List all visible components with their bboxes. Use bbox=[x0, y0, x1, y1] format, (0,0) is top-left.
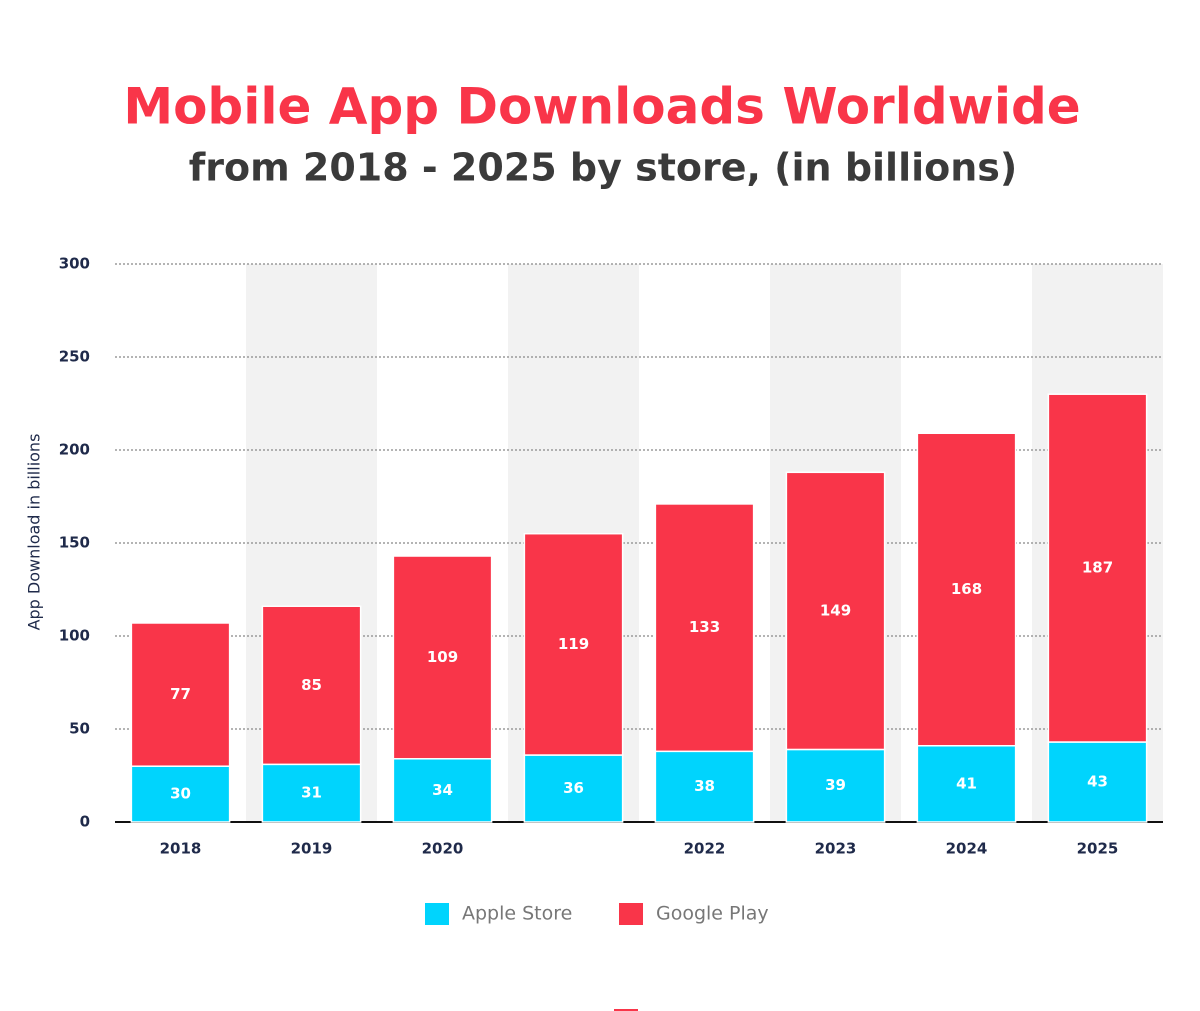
y-tick-label: 300 bbox=[59, 255, 90, 273]
value-label: 39 bbox=[825, 776, 846, 794]
value-label: 38 bbox=[694, 777, 715, 795]
bar-segment bbox=[785, 748, 886, 823]
legend-label: Apple Store bbox=[462, 903, 572, 925]
bar-segment bbox=[392, 758, 493, 823]
value-label: 149 bbox=[820, 601, 851, 619]
bar-segment bbox=[916, 432, 1017, 747]
y-tick-label: 0 bbox=[80, 813, 90, 831]
value-label: 187 bbox=[1082, 559, 1113, 577]
value-label: 133 bbox=[689, 618, 720, 636]
value-label: 43 bbox=[1087, 773, 1108, 791]
bar-segment bbox=[1047, 393, 1148, 743]
chart-title: Mobile App Downloads Worldwide bbox=[123, 78, 1080, 136]
bar-segment bbox=[523, 532, 624, 756]
legend-swatch bbox=[619, 903, 643, 925]
x-tick-label: 2025 bbox=[1077, 840, 1119, 858]
bar-segment bbox=[785, 471, 886, 751]
legend-label: Google Play bbox=[656, 903, 769, 925]
bar-segment bbox=[654, 503, 755, 753]
bar-segment bbox=[523, 754, 624, 823]
x-tick-label: 2018 bbox=[160, 840, 202, 858]
x-tick-label: 2023 bbox=[815, 840, 857, 858]
value-label: 85 bbox=[301, 676, 322, 694]
bar-segment bbox=[654, 750, 755, 823]
value-label: 77 bbox=[170, 685, 191, 703]
chart-subtitle: from 2018 - 2025 by store, (in billions) bbox=[189, 146, 1018, 190]
bar-segment bbox=[130, 622, 231, 767]
y-tick-label: 200 bbox=[59, 441, 90, 459]
value-label: 36 bbox=[563, 779, 584, 797]
value-label: 31 bbox=[301, 784, 322, 802]
value-label: 30 bbox=[170, 785, 191, 803]
value-label: 119 bbox=[558, 635, 589, 653]
y-tick-label: 50 bbox=[69, 720, 90, 738]
bar-segment bbox=[261, 605, 362, 766]
value-label: 41 bbox=[956, 774, 977, 792]
y-tick-label: 250 bbox=[59, 348, 90, 366]
x-tick-label: 2022 bbox=[684, 840, 726, 858]
legend-swatch bbox=[425, 903, 449, 925]
y-axis-label: App Download in billions bbox=[25, 434, 44, 631]
y-tick-label: 100 bbox=[59, 627, 90, 645]
x-tick-label: 2024 bbox=[946, 840, 988, 858]
bar-segment bbox=[392, 555, 493, 760]
x-tick-label: 2019 bbox=[291, 840, 333, 858]
value-label: 34 bbox=[432, 781, 453, 799]
bar-segment bbox=[1047, 741, 1148, 823]
x-tick-label: 2020 bbox=[422, 840, 464, 858]
y-tick-label: 150 bbox=[59, 534, 90, 552]
value-label: 109 bbox=[427, 648, 458, 666]
bar-segment bbox=[916, 744, 1017, 823]
value-label: 168 bbox=[951, 580, 982, 598]
